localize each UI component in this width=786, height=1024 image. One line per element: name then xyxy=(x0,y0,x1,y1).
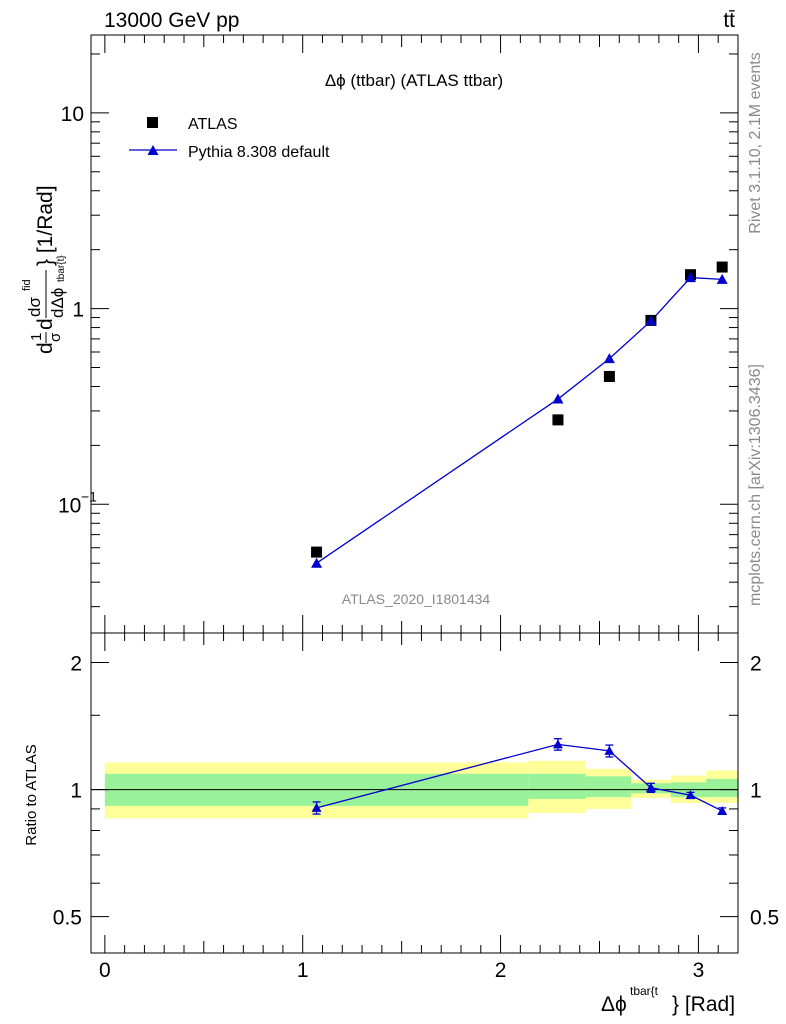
main-series-points xyxy=(311,261,728,568)
main-y-tick-exponent: −1 xyxy=(81,488,97,504)
legend-atlas-label: ATLAS xyxy=(188,116,238,133)
xlabel-unit: } [Rad] xyxy=(672,993,735,1016)
x-tick-label: 1 xyxy=(297,959,309,982)
ratio-panel-ticks xyxy=(91,633,738,953)
mcplots-label: mcplots.cern.ch [arXiv:1306.3436] xyxy=(747,364,764,606)
ratio-y-tick-labels: 2 2 1 1 0.5 0.5 xyxy=(53,653,779,930)
ratio-y-tick-label-left: 2 xyxy=(70,653,82,676)
main-y-axis-label: d 1 σ d dσ fid dΔϕ tbar{t} } [1/Rad] xyxy=(21,185,67,354)
ratio-y-tick-label-left: 1 xyxy=(70,780,82,803)
inner-band xyxy=(528,773,586,799)
main-y-tick-label: 10 xyxy=(58,494,81,517)
process-label: tt̄ xyxy=(723,9,735,32)
legend-pythia-label: Pythia 8.308 default xyxy=(188,144,330,161)
rivet-label: Rivet 3.1.10, 2.1M events xyxy=(747,52,764,233)
analysis-watermark: ATLAS_2020_I1801434 xyxy=(342,591,491,607)
ylabel-one: 1 xyxy=(28,333,45,341)
x-axis-label: Δϕ tbar{t } [Rad] xyxy=(601,984,735,1016)
ratio-point xyxy=(311,802,322,812)
ratio-panel-frame xyxy=(90,632,739,954)
ratio-series-points xyxy=(311,738,728,815)
ratio-y-tick-label-right: 1 xyxy=(750,780,762,803)
main-series-lines xyxy=(316,276,723,564)
ratio-point xyxy=(645,782,656,792)
ylabel-fid: fid xyxy=(21,279,33,291)
main-y-tick-label: 10 xyxy=(61,103,84,126)
ratio-series-line xyxy=(316,743,723,812)
main-panel-ticks xyxy=(91,35,738,633)
pythia-line xyxy=(316,276,723,564)
ylabel-dsigma: dσ xyxy=(25,297,44,317)
ratio-point xyxy=(552,739,563,749)
legend: ATLAS Pythia 8.308 default xyxy=(129,116,330,161)
x-tick-label: 2 xyxy=(495,959,507,982)
ylabel-d: d xyxy=(34,342,57,354)
atlas-point xyxy=(311,546,323,558)
ylabel-unit: } [1/Rad] xyxy=(34,185,57,266)
energy-label: 13000 GeV pp xyxy=(104,9,239,32)
ratio-y-tick-label-left: 0.5 xyxy=(53,907,82,930)
legend-atlas-marker xyxy=(147,117,158,128)
x-tick-label: 3 xyxy=(693,959,705,982)
x-tick-label: 0 xyxy=(99,959,111,982)
atlas-point xyxy=(716,261,728,273)
ylabel-sigma: σ xyxy=(47,332,64,342)
atlas-point xyxy=(603,370,615,382)
ylabel-sub: tbar{t} xyxy=(56,255,67,282)
xlabel-main: Δϕ xyxy=(601,993,627,1016)
inner-band xyxy=(706,778,738,798)
ratio-y-tick-label-right: 2 xyxy=(750,653,762,676)
plot-title: Δϕ (ttbar) (ATLAS ttbar) xyxy=(325,71,503,90)
ratio-point xyxy=(604,745,615,755)
ylabel-dphi: dΔϕ xyxy=(48,288,67,318)
pythia-point xyxy=(311,557,323,568)
pythia-point xyxy=(685,272,697,283)
ratio-line xyxy=(316,743,723,812)
x-tick-labels: 0 1 2 3 xyxy=(99,959,704,982)
atlas-point xyxy=(552,414,564,426)
ratio-panel: 2 2 1 1 0.5 0.5 0 1 2 3 Ratio to ATLAS Δϕ tbar{t… xyxy=(23,632,779,1016)
pythia-point xyxy=(716,273,728,284)
ylabel-d2: d xyxy=(34,318,57,330)
pythia-point xyxy=(603,353,615,364)
pythia-point xyxy=(645,315,657,326)
ratio-point xyxy=(685,790,696,800)
legend-pythia-marker xyxy=(147,145,159,155)
xlabel-sup: tbar{t xyxy=(630,984,659,998)
ratio-y-tick-label-right: 0.5 xyxy=(750,907,779,930)
main-y-tick-label: 1 xyxy=(72,299,84,322)
ratio-y-axis-label: Ratio to ATLAS xyxy=(23,744,40,845)
inner-band xyxy=(585,776,632,798)
pythia-point xyxy=(552,393,564,404)
ratio-point xyxy=(717,805,728,815)
